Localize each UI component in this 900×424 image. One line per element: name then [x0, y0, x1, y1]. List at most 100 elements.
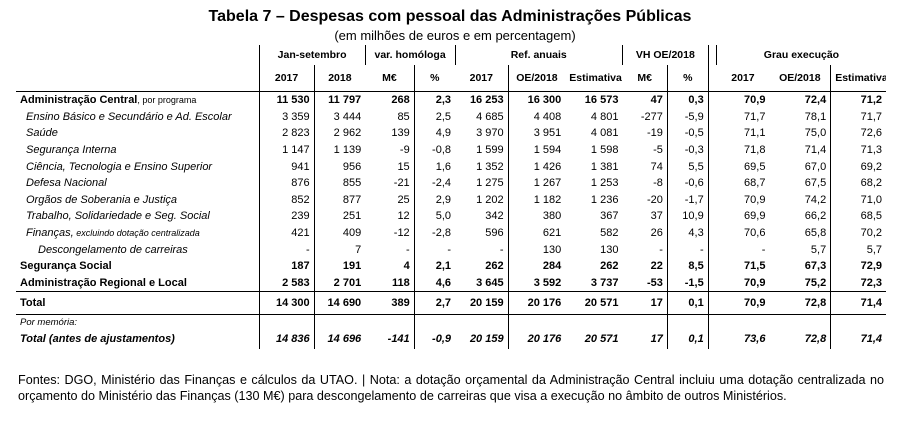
- cell: 5,7: [830, 241, 886, 258]
- table-row: Descongelamento de carreiras -7- - -130 130-…: [16, 241, 886, 258]
- row-label: Saúde: [16, 125, 259, 142]
- cell: 367: [600, 210, 619, 223]
- column-header: %: [413, 65, 456, 92]
- cell: -: [499, 243, 504, 256]
- cell: [313, 314, 366, 330]
- column-header: OE/2018: [769, 65, 831, 92]
- group-header: Ref. anuais: [454, 45, 623, 65]
- gap: [707, 65, 717, 92]
- table-row: Orgãos de Soberania e Justiça 852 877 25 2,9…: [16, 191, 886, 209]
- gap: [707, 224, 717, 242]
- gap: [707, 241, 717, 258]
- cell: 71,4: [830, 291, 886, 316]
- gap: [707, 158, 717, 175]
- cell: 72,4: [804, 94, 827, 107]
- gap: [707, 125, 717, 142]
- cell: [455, 315, 508, 330]
- cell: -8: [653, 177, 663, 190]
- cell: 1 426: [507, 158, 566, 175]
- cell: -9: [399, 144, 410, 157]
- cell: -0,3: [666, 141, 709, 159]
- cell: -2,4: [413, 174, 456, 192]
- cell: 71,4: [804, 144, 827, 157]
- cell: 25: [397, 193, 410, 206]
- title: Tabela 7 – Despesas com pessoal das Admi…: [208, 8, 692, 25]
- cell: [413, 314, 456, 330]
- cell: 421: [258, 224, 315, 242]
- cell: 67,5: [804, 177, 827, 190]
- cell: 2,1: [413, 257, 456, 275]
- cell: 4 081: [590, 127, 619, 140]
- cell: 75,2: [804, 276, 827, 289]
- cell: 262: [485, 260, 504, 273]
- cell: 11 797: [313, 91, 366, 109]
- cell: 3 359: [258, 108, 315, 126]
- cell: 239: [258, 208, 315, 225]
- row-label: Descongelamento de carreiras: [16, 241, 259, 258]
- cell: -20: [646, 193, 663, 206]
- gap: [707, 291, 717, 316]
- cell: 71,3: [830, 141, 886, 159]
- cell: 251: [313, 208, 366, 225]
- cell: 70,2: [830, 224, 886, 242]
- cell: 14 836: [258, 329, 315, 350]
- cell: 20 571: [565, 291, 623, 316]
- column-header: M€: [365, 65, 415, 92]
- column-header: Estimativa 2018: [565, 65, 623, 92]
- cell: 71,0: [830, 191, 886, 209]
- cell: 3 645: [476, 276, 504, 289]
- cell: 72,6: [830, 125, 886, 142]
- cell: -: [761, 243, 766, 256]
- group-header: Jan-setembro: [258, 45, 366, 65]
- gap: [707, 274, 717, 292]
- cell: 68,7: [744, 177, 766, 190]
- label-text: Ensino Básico e Secundário e Ad. Escolar: [26, 110, 232, 123]
- cell: -2,8: [413, 224, 456, 242]
- row-label: Administração Regional e Local: [16, 275, 259, 292]
- column-header: OE/2018: [507, 65, 566, 92]
- cell: 15: [397, 160, 410, 173]
- cell: [507, 314, 566, 330]
- label-text: Orgãos de Soberania e Justiça: [26, 193, 178, 206]
- cell: 67,3: [804, 260, 827, 273]
- header-row: Jan-setembro var. homóloga Ref. anuais VH O…: [16, 45, 886, 65]
- label-text: Administração Central: [20, 94, 138, 107]
- label-text: Segurança Social: [20, 260, 112, 273]
- cell: 66,2: [804, 210, 827, 223]
- cell: 380: [507, 208, 566, 225]
- cell: 4,9: [413, 125, 456, 142]
- row-label: Finanças, excluindo dotação centralizada: [16, 225, 259, 242]
- table-row: Segurança Interna 1 147 1 139 -9 -0,8 1 599 1 …: [16, 141, 886, 159]
- table-row: Por memória:: [16, 314, 886, 330]
- cell: 284: [507, 257, 566, 275]
- group-header: var. homóloga: [364, 45, 456, 65]
- cell: 74: [650, 160, 663, 173]
- cell: 3 444: [313, 108, 366, 126]
- group-header: VH OE/2018: [621, 45, 709, 65]
- row-label: Defesa Nacional: [16, 175, 259, 192]
- row-label: Por memória:: [16, 315, 259, 330]
- gap: [707, 257, 717, 275]
- cell: 16 573: [584, 94, 619, 107]
- cell: 7: [313, 241, 366, 258]
- gap: [707, 174, 717, 192]
- cell: 118: [391, 276, 410, 289]
- cell: 4 801: [590, 110, 619, 123]
- cell: 268: [391, 94, 410, 107]
- cell: 1 381: [590, 160, 619, 173]
- cell: 2 962: [313, 125, 366, 142]
- table-row: Defesa Nacional 876 855 -21 -2,4 1 275 1 267 1 …: [16, 174, 886, 192]
- cell: 1 267: [507, 174, 566, 192]
- cell: 3 951: [507, 125, 566, 142]
- cell: -53: [646, 276, 663, 289]
- cell: 8,5: [666, 257, 709, 275]
- cell: 70,9: [716, 291, 770, 316]
- cell: 16 253: [469, 94, 504, 107]
- cell: 2,7: [413, 291, 456, 316]
- table-row: Segurança Social 187 191 4 2,1 262 284 262 22 8,5…: [16, 257, 886, 275]
- gap: [707, 208, 717, 225]
- cell: [365, 315, 414, 330]
- cell: -141: [387, 333, 410, 346]
- table-row: Total (antes de ajustamentos) 14 836 14 69…: [16, 329, 886, 350]
